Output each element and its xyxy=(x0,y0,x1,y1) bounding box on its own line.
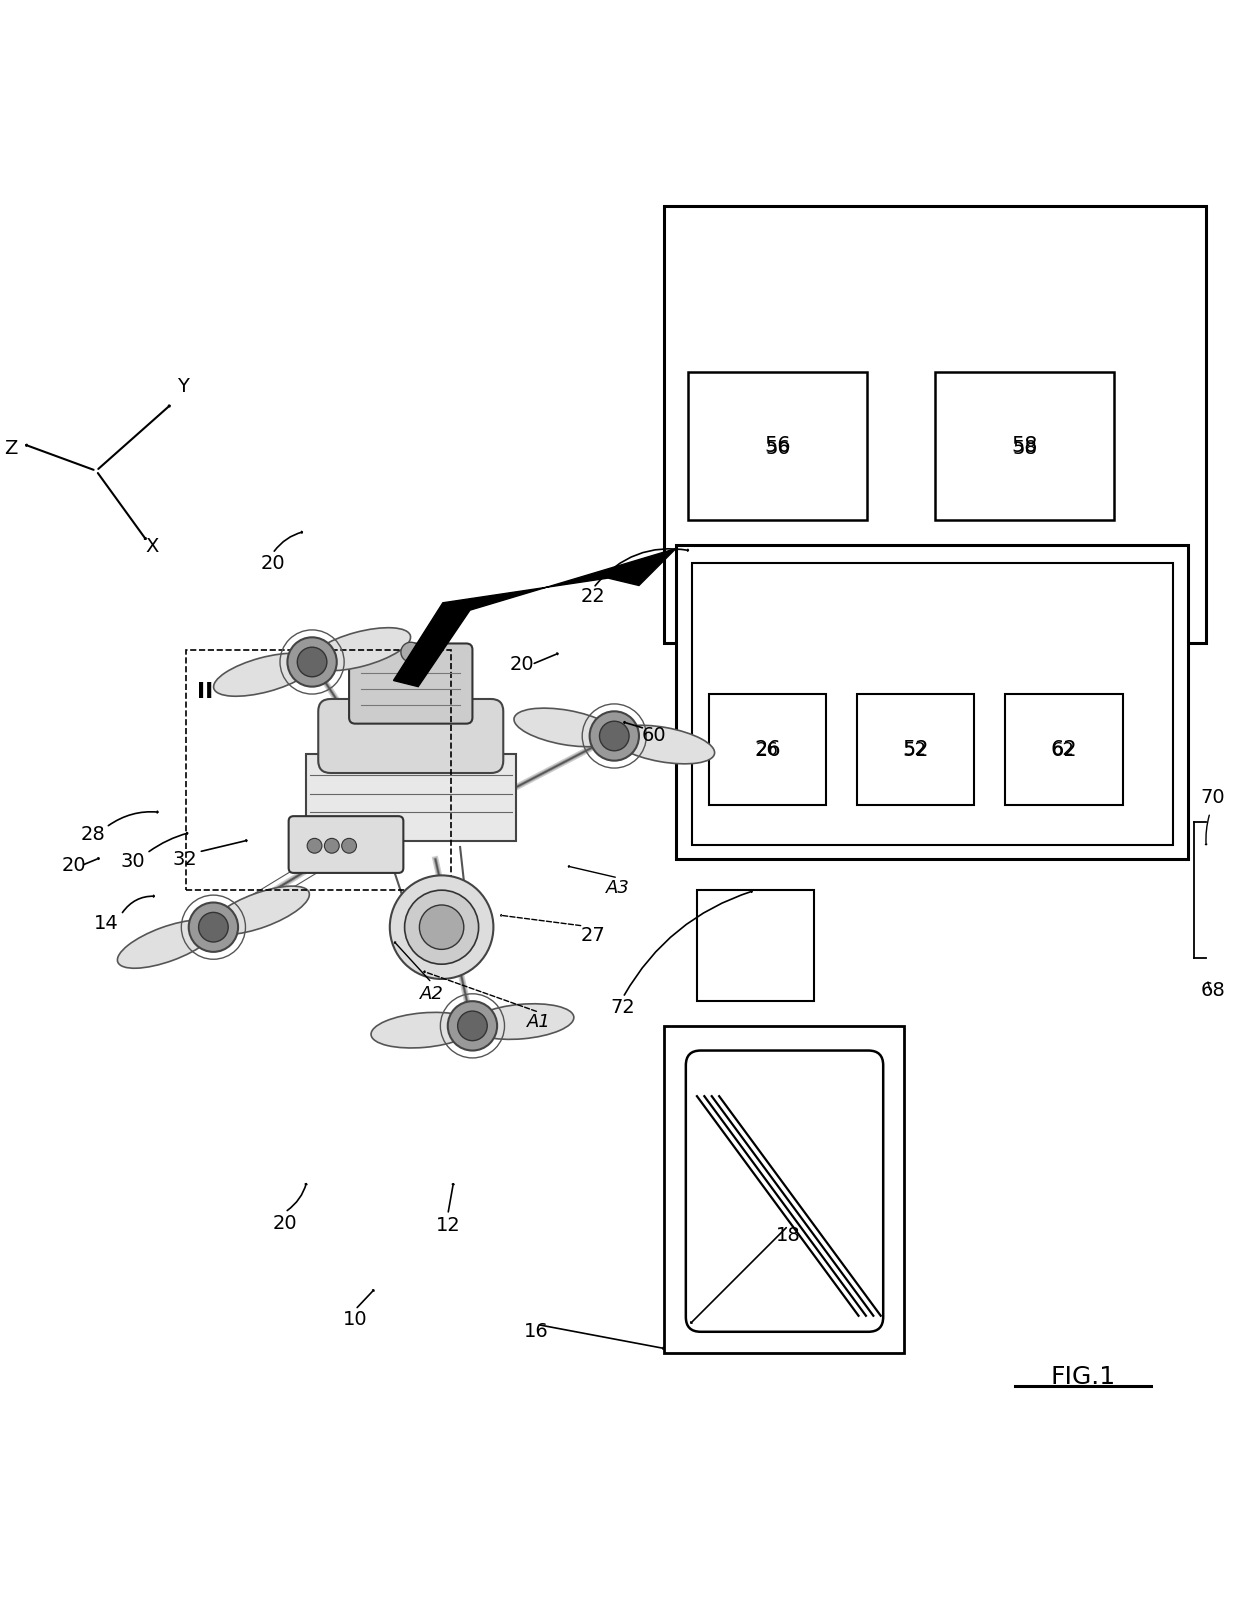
Text: 12: 12 xyxy=(435,1217,460,1234)
Circle shape xyxy=(325,839,340,854)
Text: 60: 60 xyxy=(641,726,666,745)
Text: X: X xyxy=(145,536,159,556)
Ellipse shape xyxy=(213,653,315,697)
Text: 27: 27 xyxy=(582,927,605,946)
FancyBboxPatch shape xyxy=(319,698,503,773)
Text: 22: 22 xyxy=(582,586,605,606)
Ellipse shape xyxy=(210,886,309,935)
Ellipse shape xyxy=(515,708,618,747)
Bar xyxy=(186,650,451,889)
Circle shape xyxy=(448,1001,497,1050)
Bar xyxy=(663,1025,904,1353)
Text: 32: 32 xyxy=(172,850,197,868)
Circle shape xyxy=(288,637,337,687)
Text: 14: 14 xyxy=(94,914,119,933)
Text: A1: A1 xyxy=(527,1012,551,1032)
Bar xyxy=(709,693,826,805)
Text: A3: A3 xyxy=(606,878,630,897)
Bar xyxy=(663,206,1207,643)
Text: 20: 20 xyxy=(273,1213,298,1233)
Text: 28: 28 xyxy=(81,825,105,844)
Text: 52: 52 xyxy=(904,740,926,758)
Bar xyxy=(935,373,1114,520)
Ellipse shape xyxy=(470,1004,574,1040)
Circle shape xyxy=(419,906,464,949)
Text: 30: 30 xyxy=(122,852,145,872)
Text: Y: Y xyxy=(176,377,188,397)
Circle shape xyxy=(188,902,238,953)
Ellipse shape xyxy=(371,1012,475,1048)
Circle shape xyxy=(298,646,327,677)
FancyBboxPatch shape xyxy=(289,816,403,873)
Circle shape xyxy=(401,642,420,663)
Text: 62: 62 xyxy=(1050,740,1078,760)
Text: 10: 10 xyxy=(343,1311,367,1328)
Text: 20: 20 xyxy=(260,554,285,573)
Polygon shape xyxy=(393,549,676,687)
Text: 58: 58 xyxy=(1013,439,1038,458)
Circle shape xyxy=(404,889,479,964)
Text: 70: 70 xyxy=(1200,789,1225,807)
Polygon shape xyxy=(306,755,516,841)
Text: 56: 56 xyxy=(766,439,791,458)
Bar xyxy=(692,564,1173,844)
Text: 16: 16 xyxy=(525,1322,549,1341)
Circle shape xyxy=(198,912,228,941)
FancyBboxPatch shape xyxy=(686,1050,883,1332)
Text: FIG.1: FIG.1 xyxy=(1050,1366,1116,1390)
Circle shape xyxy=(389,875,494,978)
Bar xyxy=(676,544,1188,859)
FancyBboxPatch shape xyxy=(350,643,472,724)
Text: A2: A2 xyxy=(420,985,444,1003)
Text: 18: 18 xyxy=(776,1226,801,1246)
Text: 68: 68 xyxy=(1200,980,1225,1000)
Text: II: II xyxy=(197,682,213,701)
Bar xyxy=(1006,693,1122,805)
Bar xyxy=(688,373,867,520)
Text: 58: 58 xyxy=(1012,436,1038,457)
Text: 26: 26 xyxy=(755,740,781,760)
Text: 52: 52 xyxy=(903,740,929,760)
Circle shape xyxy=(458,1011,487,1040)
Text: 26: 26 xyxy=(756,740,779,758)
Text: 20: 20 xyxy=(510,654,534,674)
Text: Z: Z xyxy=(5,439,17,458)
Circle shape xyxy=(342,839,356,854)
Bar xyxy=(697,889,815,1001)
Text: 56: 56 xyxy=(764,436,791,457)
Ellipse shape xyxy=(309,627,410,671)
Circle shape xyxy=(599,721,629,750)
Text: 72: 72 xyxy=(610,998,635,1017)
Circle shape xyxy=(308,839,322,854)
Circle shape xyxy=(590,711,639,761)
Ellipse shape xyxy=(118,920,217,969)
Text: 62: 62 xyxy=(1052,740,1075,758)
Text: 20: 20 xyxy=(62,855,87,875)
Ellipse shape xyxy=(611,726,714,765)
Bar xyxy=(857,693,975,805)
